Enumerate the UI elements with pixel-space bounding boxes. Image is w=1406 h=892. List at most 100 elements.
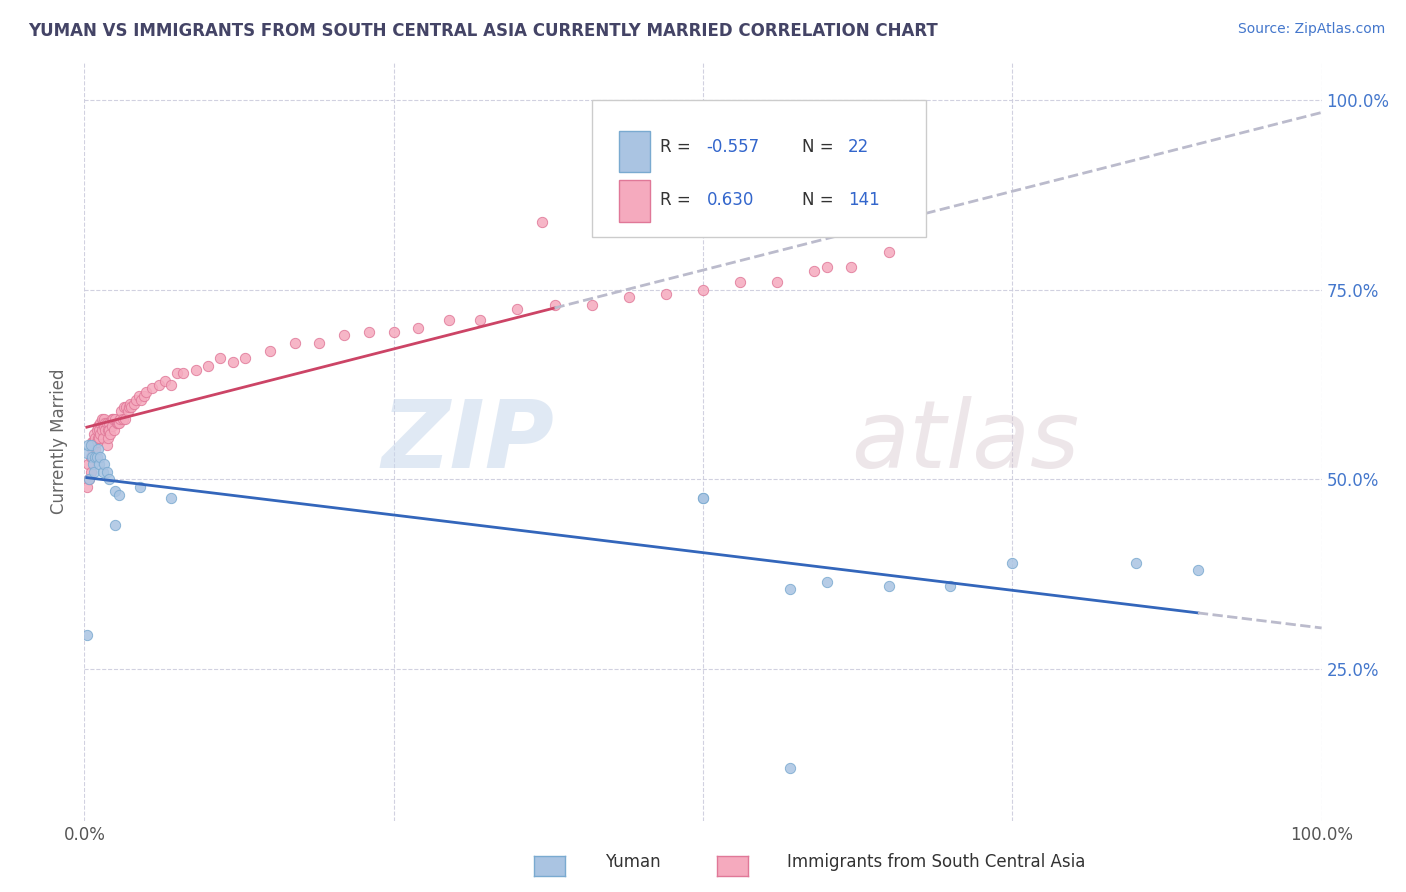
Point	[153, 374, 176, 388]
Point	[79, 450, 101, 464]
Point	[89, 431, 111, 445]
Point	[107, 416, 129, 430]
Point	[98, 423, 121, 437]
Point	[766, 275, 789, 289]
Point	[141, 382, 163, 396]
Point	[80, 434, 103, 449]
Point	[79, 473, 101, 487]
Point	[129, 392, 152, 407]
Point	[83, 426, 105, 441]
Point	[83, 465, 105, 479]
FancyBboxPatch shape	[619, 180, 650, 221]
Text: atlas: atlas	[852, 396, 1080, 487]
Text: R =: R =	[659, 138, 696, 156]
Point	[506, 301, 529, 316]
Point	[89, 457, 111, 471]
Point	[76, 480, 98, 494]
Point	[82, 434, 104, 449]
Point	[120, 401, 142, 415]
Point	[93, 419, 115, 434]
Point	[803, 264, 825, 278]
Point	[94, 423, 117, 437]
Text: Immigrants from South Central Asia: Immigrants from South Central Asia	[787, 853, 1085, 871]
Point	[531, 215, 554, 229]
Point	[841, 192, 863, 206]
Point	[128, 389, 150, 403]
Point	[543, 298, 565, 312]
Text: -0.557: -0.557	[707, 138, 759, 156]
Point	[197, 359, 219, 373]
Point	[90, 412, 112, 426]
Point	[80, 450, 103, 464]
Point	[96, 465, 118, 479]
Point	[129, 480, 152, 494]
Point	[120, 396, 142, 410]
Point	[655, 286, 678, 301]
Point	[160, 491, 183, 506]
Point	[877, 244, 900, 259]
Point	[209, 351, 232, 366]
Point	[111, 412, 134, 426]
Point	[132, 389, 155, 403]
Point	[86, 434, 108, 449]
Point	[82, 450, 104, 464]
Point	[148, 377, 170, 392]
Point	[259, 343, 281, 358]
Point	[76, 446, 98, 460]
Point	[779, 760, 801, 774]
Point	[79, 438, 101, 452]
Point	[114, 412, 136, 426]
Point	[692, 491, 714, 506]
Point	[284, 336, 307, 351]
Point	[77, 438, 100, 452]
Point	[76, 628, 98, 642]
Point	[233, 351, 256, 366]
Point	[104, 412, 127, 426]
Point	[728, 275, 751, 289]
Point	[96, 416, 118, 430]
Point	[91, 416, 114, 430]
Point	[222, 355, 245, 369]
Point	[98, 426, 121, 441]
Point	[89, 450, 111, 464]
Point	[97, 431, 120, 445]
Point	[333, 328, 356, 343]
Point	[841, 260, 863, 275]
Point	[135, 385, 157, 400]
Point	[779, 582, 801, 597]
Point	[382, 325, 405, 339]
Point	[97, 423, 120, 437]
Point	[118, 401, 141, 415]
Point	[815, 574, 838, 589]
Point	[125, 392, 148, 407]
Point	[84, 431, 107, 445]
Point	[877, 579, 900, 593]
Text: ZIP: ZIP	[381, 395, 554, 488]
Point	[104, 517, 127, 532]
Point	[815, 260, 838, 275]
Point	[89, 416, 111, 430]
Point	[1187, 564, 1209, 578]
Point	[470, 313, 492, 327]
Point	[79, 473, 101, 487]
FancyBboxPatch shape	[619, 130, 650, 172]
Point	[115, 401, 138, 415]
Point	[90, 423, 112, 437]
Point	[87, 419, 110, 434]
Point	[94, 416, 117, 430]
Point	[87, 431, 110, 445]
Point	[939, 579, 962, 593]
Point	[87, 442, 110, 456]
Point	[184, 362, 207, 376]
Point	[84, 450, 107, 464]
Point	[112, 401, 135, 415]
Text: R =: R =	[659, 192, 696, 210]
Point	[89, 426, 111, 441]
Point	[617, 291, 640, 305]
Text: 141: 141	[848, 192, 880, 210]
Point	[96, 438, 118, 452]
Point	[98, 473, 121, 487]
Point	[82, 457, 104, 471]
Point	[86, 423, 108, 437]
Text: Source: ZipAtlas.com: Source: ZipAtlas.com	[1237, 22, 1385, 37]
